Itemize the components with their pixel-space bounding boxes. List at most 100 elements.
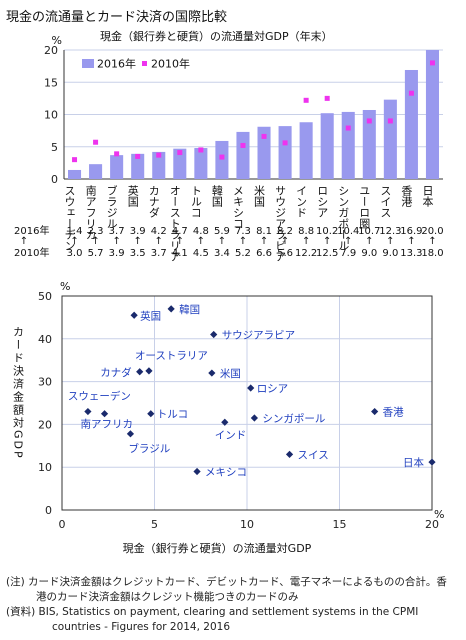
table-arrow: ↑ — [365, 236, 373, 247]
bar-2016 — [215, 140, 229, 179]
scatter-point — [193, 467, 201, 476]
value-2016: 10.4 — [337, 226, 359, 237]
point-label: ロシア — [257, 383, 289, 395]
legend-label-2010: 2010年 — [151, 57, 190, 71]
value-2010: 12.5 — [316, 248, 338, 259]
note-line-3: (資料) BIS, Statistics on payment, clearin… — [6, 606, 419, 618]
scatter-point — [126, 430, 135, 438]
value-2016: 4.8 — [193, 226, 209, 237]
table-arrow: ↑ — [428, 236, 436, 247]
value-2016: 8.8 — [298, 226, 314, 237]
marker-2010 — [177, 150, 183, 156]
marker-2010 — [429, 60, 435, 66]
value-2016: 12.3 — [379, 226, 401, 237]
marker-2010 — [324, 95, 330, 101]
scatter-point — [147, 410, 155, 418]
value-2016: 3.7 — [109, 226, 125, 237]
bar-2016 — [383, 99, 397, 179]
marker-2010 — [345, 125, 351, 131]
category-label: ブラジル — [105, 184, 118, 229]
point-label: 英国 — [140, 309, 161, 322]
point-label: カナダ — [100, 366, 132, 379]
bar-2016 — [425, 50, 439, 179]
marker-2010 — [135, 153, 141, 159]
table-arrow: ↑ — [91, 236, 99, 247]
value-2016: 1.4 — [67, 226, 83, 237]
scatter-point — [247, 384, 255, 392]
point-label: ブラジル — [128, 442, 170, 455]
x-unit-label: % — [434, 508, 444, 521]
scatter-point — [428, 458, 436, 466]
y-tick-label: 0 — [51, 173, 58, 186]
value-2016: 8.2 — [277, 226, 293, 237]
table-arrow: ↑ — [70, 236, 78, 247]
point-label: インド — [215, 429, 247, 441]
notes: (注) カード決済金額はクレジットカード、デビットカード、電子マネーによるものの… — [6, 575, 461, 635]
value-2010: 4.5 — [193, 248, 209, 259]
point-label: シンガポール — [262, 413, 325, 425]
scatter-point — [84, 407, 92, 416]
value-2016: 3.9 — [130, 226, 146, 237]
legend-swatch-2010 — [142, 61, 147, 66]
table-row-label-2016: 2016年 — [14, 224, 49, 237]
y-tick-label: 40 — [38, 333, 52, 346]
y-axis-label: カード決済金額対GDP — [12, 326, 25, 460]
value-2010: 5.2 — [235, 248, 251, 259]
legend-label-2016: 2016年 — [97, 57, 136, 71]
value-2016: 8.1 — [256, 226, 272, 237]
value-2016: 7.3 — [235, 226, 251, 237]
value-2010: 12.2 — [295, 248, 317, 259]
bar-2016 — [236, 131, 250, 179]
point-label: スウェーデン — [68, 390, 131, 403]
marker-2010 — [387, 118, 393, 124]
category-label: インド — [295, 185, 308, 218]
note-line-2: 港のカード決済金額はクレジット機能つきのカードのみ — [36, 591, 299, 603]
table-arrow: ↑ — [386, 236, 394, 247]
y-tick-label: 10 — [44, 109, 58, 122]
y-tick-label: 0 — [45, 504, 52, 517]
x-tick-label: 15 — [333, 518, 347, 531]
value-2010: 3.7 — [151, 248, 167, 259]
note-line-4: countries - Figures for 2014, 2016 — [52, 621, 231, 633]
marker-2010 — [303, 97, 309, 103]
x-tick-label: 0 — [59, 518, 66, 531]
y-tick-label: 30 — [38, 376, 52, 389]
category-label: 韓国 — [210, 185, 223, 208]
category-label: シンガポール — [337, 185, 350, 251]
y-tick-label: 50 — [38, 290, 52, 303]
value-2016: 4.7 — [172, 226, 188, 237]
y-tick-label: 20 — [38, 418, 52, 431]
bar-2016 — [320, 113, 334, 179]
value-2016: 4.2 — [151, 226, 167, 237]
x-tick-label: 5 — [151, 518, 158, 531]
x-tick-label: 10 — [240, 518, 254, 531]
marker-2010 — [72, 157, 78, 163]
category-label: オーストラリア — [168, 185, 181, 262]
table-arrow: ↑ — [218, 236, 226, 247]
x-axis-label: 現金（銀行券と硬貨）の流通量対GDP — [123, 541, 312, 555]
y-tick-label: 15 — [44, 76, 58, 89]
scatter-point — [167, 305, 175, 313]
table-arrow: ↑ — [133, 236, 141, 247]
point-label: トルコ — [157, 409, 188, 421]
bar-2016 — [89, 164, 103, 179]
scatter-point — [145, 367, 153, 375]
marker-2010 — [219, 154, 225, 160]
point-label: 韓国 — [179, 304, 200, 316]
bar-2016 — [152, 151, 166, 179]
point-label: スイス — [298, 449, 329, 461]
category-label: ユーロ圏 — [358, 185, 371, 230]
value-2010: 3.0 — [67, 248, 83, 259]
plot-frame — [61, 295, 433, 511]
table-arrow: ↑ — [112, 236, 120, 247]
table-arrow: ↑ — [323, 236, 331, 247]
legend-swatch-2016 — [82, 59, 94, 68]
y-tick-label: 20 — [44, 44, 58, 57]
category-label: 南アフリカ — [84, 185, 97, 240]
value-2010: 7.9 — [340, 248, 356, 259]
value-2010: 3.5 — [130, 248, 146, 259]
table-arrow: ↑ — [302, 236, 310, 247]
category-label: サウジアラビア — [274, 185, 287, 262]
category-label: トルコ — [189, 185, 202, 218]
table-row-label-2010: 2010年 — [14, 246, 49, 259]
